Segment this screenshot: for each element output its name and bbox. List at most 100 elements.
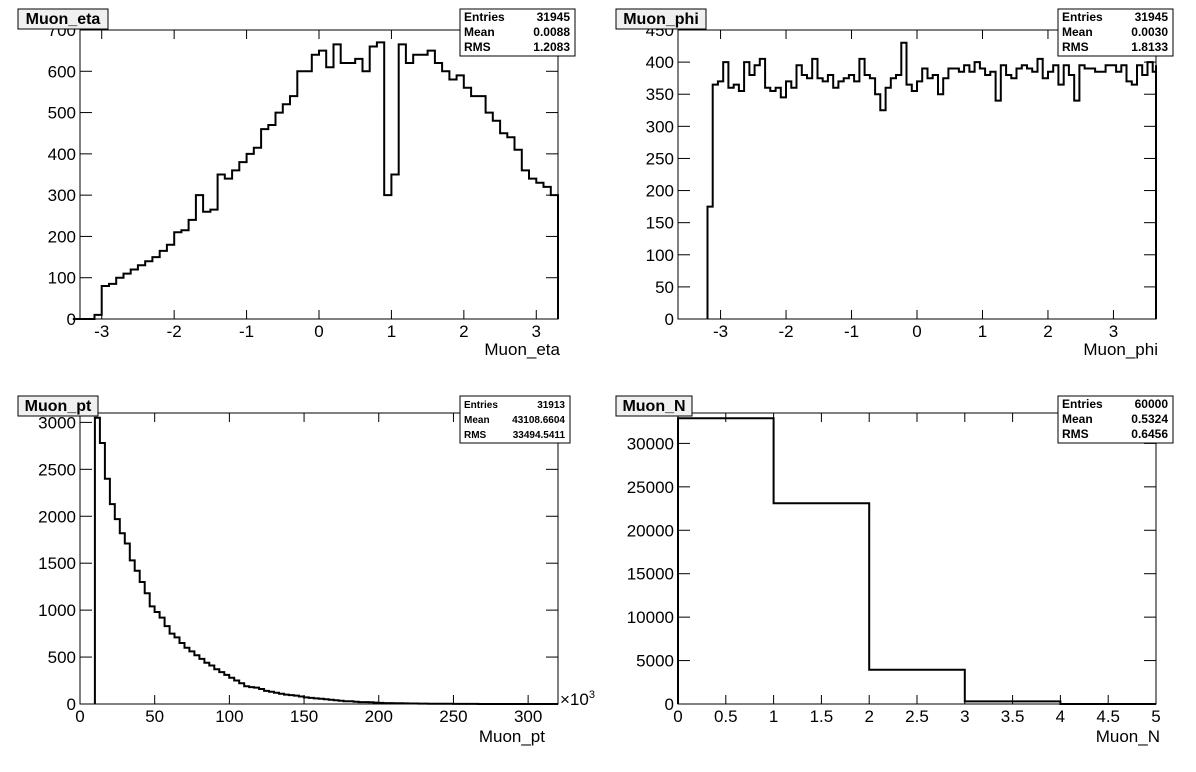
x-tick-label: 4.5	[1096, 707, 1120, 726]
x-tick-label: 200	[365, 707, 393, 726]
title-box: Muon_eta	[17, 8, 109, 30]
stat-value: 0.5324	[1131, 412, 1168, 426]
axes: 0 0.5 1 1.5 2 2.5 3 3.5 4 4.5 5 0 5000 10000 15000 2000…	[627, 413, 1161, 726]
histogram-line	[93, 416, 558, 705]
x-tick-label: 2	[459, 322, 468, 341]
y-tick-label: 100	[48, 269, 76, 288]
y-tick-label: 25000	[627, 478, 674, 497]
y-tick-label: 0	[67, 310, 76, 329]
chart-title: Muon_N	[622, 398, 685, 415]
histogram-line	[706, 41, 1157, 319]
stat-label: RMS	[1062, 40, 1089, 54]
x-tick-label: 1.5	[810, 707, 834, 726]
stat-value: 31945	[1135, 10, 1169, 24]
x-axis-label: Muon_N	[1096, 727, 1160, 746]
x-tick-label: 1	[769, 707, 778, 726]
y-tick-label: 3000	[38, 413, 76, 432]
x-tick-label: 3	[960, 707, 969, 726]
x-tick-label: 2.5	[905, 707, 929, 726]
x-axis-label: Muon_phi	[1083, 340, 1158, 359]
title-box: Muon_N	[615, 395, 693, 417]
y-tick-label: 350	[646, 85, 674, 104]
stats-box: Entries 31945 Mean 0.0030 RMS 1.8133	[1057, 8, 1174, 57]
x-tick-label: 0.5	[714, 707, 738, 726]
stats-box: Entries 60000 Mean 0.5324 RMS 0.6456	[1057, 395, 1174, 444]
x-tick-label: 1	[978, 322, 987, 341]
y-tick-label: 5000	[636, 652, 674, 671]
y-tick-label: 150	[646, 214, 674, 233]
stat-value: 1.8133	[1131, 40, 1168, 54]
stats-box: Entries 31945 Mean 0.0088 RMS 1.2083	[459, 8, 576, 57]
title-box: Muon_phi	[615, 8, 707, 30]
x-axis-multiplier: ×103	[560, 689, 595, 709]
y-tick-label: 0	[67, 695, 76, 714]
y-tick-label: 10000	[627, 608, 674, 627]
y-tick-label: 300	[646, 117, 674, 136]
y-tick-label: 2000	[38, 507, 76, 526]
x-tick-label: -2	[778, 322, 793, 341]
stat-value: 33494.5411	[513, 430, 566, 441]
y-tick-label: 30000	[627, 434, 674, 453]
y-tick-label: 600	[48, 62, 76, 81]
chart-title: Muon_eta	[26, 11, 101, 28]
y-tick-label: 400	[646, 53, 674, 72]
x-tick-label: 0	[673, 707, 682, 726]
x-tick-label: 3.5	[1001, 707, 1025, 726]
x-axis-label: Muon_eta	[484, 340, 560, 359]
x-tick-label: -1	[844, 322, 859, 341]
y-tick-label: 100	[646, 246, 674, 265]
y-tick-label: 0	[665, 310, 674, 329]
pad-muon-n: 0 0.5 1 1.5 2 2.5 3 3.5 4 4.5 5 0 5000 10000 15000 2000…	[615, 395, 1174, 746]
stat-label: RMS	[464, 430, 487, 441]
y-tick-label: 400	[48, 145, 76, 164]
histogram	[677, 417, 1156, 705]
y-tick-label: 200	[48, 227, 76, 246]
histogram	[93, 416, 558, 705]
stat-value: 43108.6604	[512, 415, 565, 426]
y-tick-label: 2500	[38, 460, 76, 479]
x-tick-label: 250	[439, 707, 467, 726]
y-tick-label: 1000	[38, 601, 76, 620]
x-tick-label: 5	[1151, 707, 1160, 726]
stat-label: Entries	[1062, 397, 1103, 411]
pad-frame	[79, 29, 559, 320]
histogram	[72, 41, 559, 320]
x-tick-label: -3	[94, 322, 109, 341]
pad-frame	[677, 412, 1157, 705]
histogram-line	[72, 41, 559, 320]
x-tick-label: 0	[314, 322, 323, 341]
x-tick-label: 300	[514, 707, 542, 726]
x-axis-label: Muon_pt	[479, 727, 545, 746]
stat-value: 1.2083	[533, 40, 570, 54]
stats-box: Entries 31913 Mean 43108.6604 RMS 33494.5411	[459, 395, 571, 444]
x-tick-label: 1	[387, 322, 396, 341]
stat-label: RMS	[464, 40, 491, 54]
title-box: Muon_pt	[17, 395, 99, 417]
stats-frame	[1057, 395, 1174, 444]
stat-value: 31945	[537, 10, 571, 24]
y-tick-label: 20000	[627, 521, 674, 540]
x-tick-label: 2	[1043, 322, 1052, 341]
stat-label: Mean	[1062, 412, 1093, 426]
x-tick-label: -2	[167, 322, 182, 341]
stat-label: Mean	[464, 25, 495, 39]
y-tick-label: 200	[646, 182, 674, 201]
x-tick-label: 150	[290, 707, 318, 726]
chart-title: Muon_phi	[623, 11, 699, 28]
x-tick-label: 100	[215, 707, 243, 726]
y-tick-label: 500	[48, 104, 76, 123]
stat-value: 0.6456	[1131, 427, 1168, 441]
stat-value: 31913	[537, 400, 565, 411]
x-tick-label: 2	[864, 707, 873, 726]
stat-label: Entries	[464, 10, 505, 24]
stats-frame	[1057, 8, 1174, 57]
x-tick-label: 0	[912, 322, 921, 341]
pad-frame	[79, 412, 559, 705]
pad-muon-pt: 0 50 100 150 200 250 3000500100015002000250030…	[17, 395, 595, 746]
y-tick-label: 0	[665, 695, 674, 714]
stats-frame	[459, 8, 576, 57]
x-tick-label: 50	[145, 707, 164, 726]
